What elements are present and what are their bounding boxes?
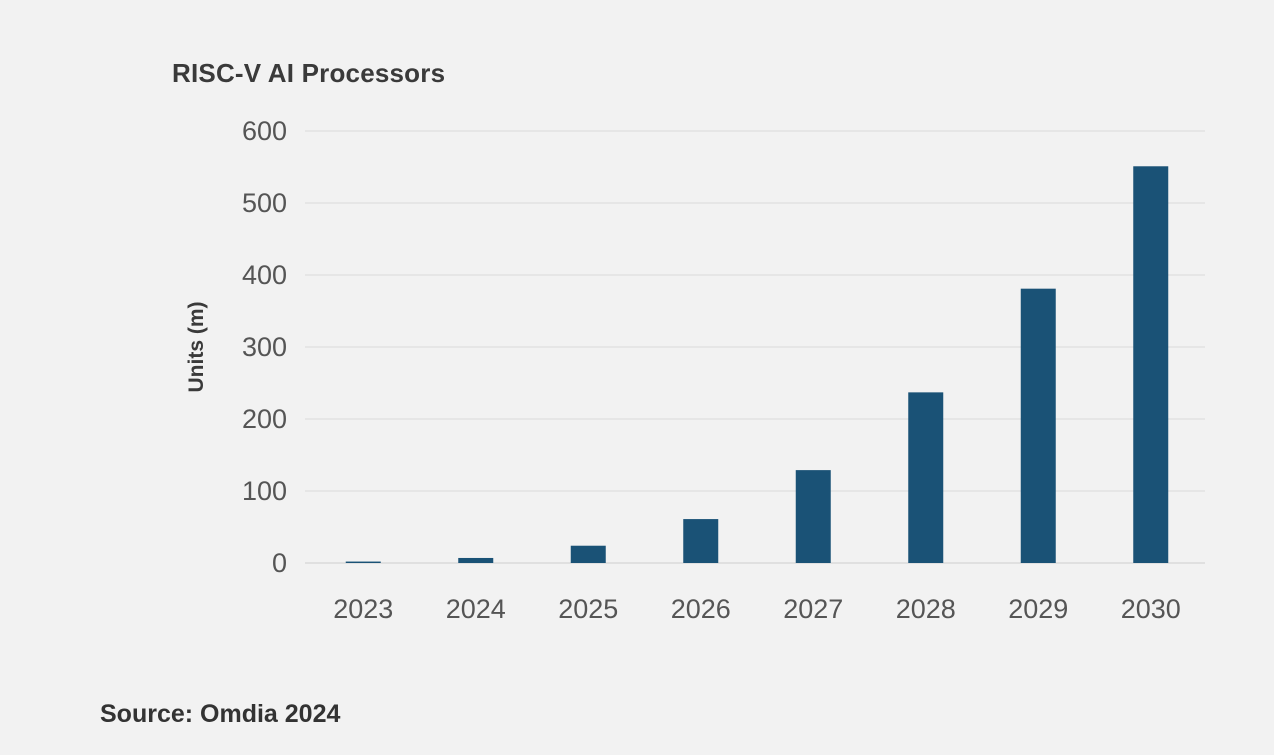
x-axis-ticks: 2023 2024 2025 2026 2027 2028 2029 2030 (333, 594, 1181, 624)
bar-2028 (908, 392, 944, 563)
chart-title: RISC-V AI Processors (172, 58, 446, 88)
x-tick-label-2023: 2023 (333, 594, 393, 624)
y-tick-label-400: 400 (242, 260, 287, 290)
bar-2030 (1133, 166, 1169, 563)
bar-2029 (1020, 288, 1056, 563)
x-tick-label-2029: 2029 (1008, 594, 1068, 624)
grid-lines (305, 130, 1205, 564)
bar-2024 (458, 557, 494, 563)
bar-2025 (570, 545, 606, 563)
y-tick-label-300: 300 (242, 332, 287, 362)
x-tick-label-2024: 2024 (446, 594, 506, 624)
y-tick-label-500: 500 (242, 188, 287, 218)
bars (345, 166, 1169, 563)
y-axis-title: Units (m) (185, 302, 208, 393)
y-axis-ticks: 0 100 200 300 400 500 600 (242, 116, 287, 578)
y-tick-label-0: 0 (272, 548, 287, 578)
x-tick-label-2027: 2027 (783, 594, 843, 624)
bar-2023 (345, 561, 381, 563)
x-tick-label-2025: 2025 (558, 594, 618, 624)
source-note: Source: Omdia 2024 (100, 700, 341, 728)
y-tick-label-100: 100 (242, 476, 287, 506)
y-tick-label-600: 600 (242, 116, 287, 146)
x-tick-label-2028: 2028 (896, 594, 956, 624)
x-tick-label-2030: 2030 (1121, 594, 1181, 624)
y-tick-label-200: 200 (242, 404, 287, 434)
bar-2026 (683, 519, 719, 563)
x-tick-label-2026: 2026 (671, 594, 731, 624)
bar-2027 (795, 470, 831, 563)
